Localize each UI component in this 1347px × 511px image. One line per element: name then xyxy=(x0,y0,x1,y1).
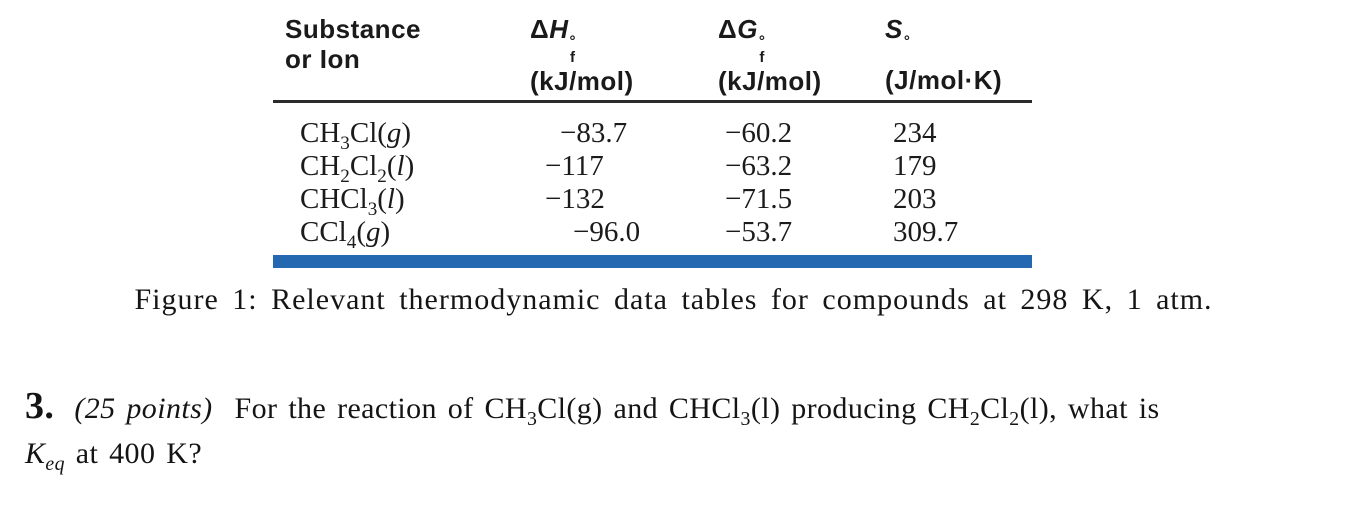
table-row: CCl4(g) −96.0 −53.7 309.7 xyxy=(273,215,1032,253)
question: 3. (25 points) For the reaction of CH3Cl(g… xyxy=(25,383,1317,476)
substance-cell: CH3Cl(g) xyxy=(300,116,412,154)
entropy-unit: (J/mol·K) xyxy=(885,65,1003,96)
dg-value: −63.2 xyxy=(725,149,793,182)
s-value: 203 xyxy=(893,182,937,215)
delta-h-unit: (kJ/mol) xyxy=(530,65,634,96)
table-row: CHCl3(l) −132 −71.5 203 xyxy=(273,182,1032,220)
dh-value: −96.0 xyxy=(573,215,641,248)
s-value: 309.7 xyxy=(893,215,959,248)
sup-sub-stack: ° xyxy=(903,33,910,51)
keq-expression: Keq at 400 K? xyxy=(25,437,203,475)
header-substance-line2: or Ion xyxy=(285,44,361,74)
delta-h-symbol: ΔH ° f xyxy=(530,14,576,67)
table-header-row: Substance or Ion ΔH ° f (kJ/mol) ΔG ° f (kJ/… xyxy=(273,14,1032,103)
dg-value: −71.5 xyxy=(725,182,793,215)
question-points: (25 points) xyxy=(74,392,213,425)
dg-value: −53.7 xyxy=(725,215,793,248)
s-value: 234 xyxy=(893,116,937,149)
sup-sub-stack: ° f xyxy=(758,33,765,67)
dh-value: −132 xyxy=(545,182,605,215)
table-bottom-rule xyxy=(273,254,1032,268)
substance-cell: CHCl3(l) xyxy=(300,182,405,220)
figure-caption: Figure 1: Relevant thermodynamic data ta… xyxy=(134,283,1213,316)
sup-sub-stack: ° f xyxy=(569,33,576,67)
table-row: CH2Cl2(l) −117 −63.2 179 xyxy=(273,149,1032,187)
substance-cell: CCl4(g) xyxy=(300,215,391,253)
col-header-delta-g: ΔG ° f (kJ/mol) xyxy=(718,14,885,96)
col-header-substance: Substance or Ion xyxy=(273,14,530,96)
delta-g-symbol: ΔG ° f xyxy=(718,14,765,67)
table-body: CH3Cl(g) −83.7 −60.2 234 CH2Cl2(l) −117 … xyxy=(273,103,1032,253)
col-header-delta-h: ΔH ° f (kJ/mol) xyxy=(530,14,718,96)
dh-value: −83.7 xyxy=(560,116,628,149)
dh-value: −117 xyxy=(545,149,604,182)
header-substance-line1: Substance xyxy=(285,14,421,44)
question-text: For the reaction of CH3Cl(g) and CHCl3(l… xyxy=(234,392,1160,430)
question-number: 3. xyxy=(25,385,55,427)
dg-value: −60.2 xyxy=(725,116,793,149)
s-value: 179 xyxy=(893,149,937,182)
table-row: CH3Cl(g) −83.7 −60.2 234 xyxy=(273,116,1032,154)
delta-g-unit: (kJ/mol) xyxy=(718,65,822,96)
thermo-table: Substance or Ion ΔH ° f (kJ/mol) ΔG ° f (kJ/… xyxy=(273,14,1032,268)
col-header-entropy: S ° (J/mol·K) xyxy=(885,14,1032,96)
question-line1: 3. (25 points) For the reaction of CH3Cl(g… xyxy=(25,383,1317,432)
entropy-symbol: S ° xyxy=(885,14,1032,65)
substance-cell: CH2Cl2(l) xyxy=(300,149,415,187)
